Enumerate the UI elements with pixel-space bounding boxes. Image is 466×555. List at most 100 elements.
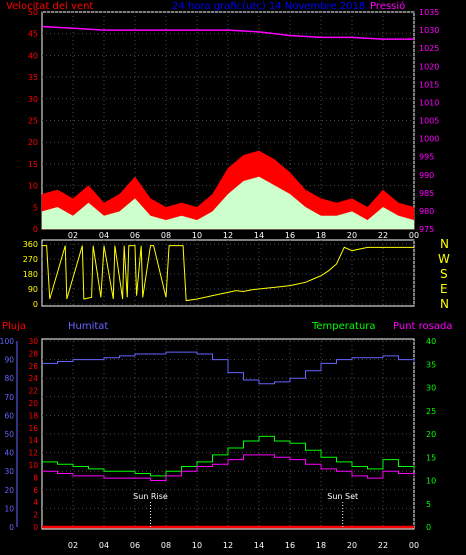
x-tick-top-9: 20 [347,231,357,240]
rain-title: Pluja [2,321,26,332]
x-tick-top-7: 16 [285,231,295,240]
x-tick-bottom-7: 16 [285,541,295,550]
x-tick-top-8: 18 [316,231,326,240]
x-tick-bottom-10: 22 [378,541,388,550]
y-tick-rain-1: 2 [33,511,38,520]
y-tick-wind-1: 5 [33,203,38,212]
y-tick-hum-20: 100 [0,337,14,346]
y-tick-rain-10: 20 [28,399,38,408]
y-tick-rain-6: 12 [28,449,38,458]
y-tick-pressure-6: 1005 [419,117,439,126]
y-tick-rain-13: 26 [28,362,38,371]
y-tick-rain-11: 22 [28,387,38,396]
wind-direction-series [42,245,414,302]
sun-annotation-0: Sun Rise [133,492,168,501]
pressure-line [41,25,414,40]
axis-labels: 0510152025303540455097598098599099510001… [0,8,439,550]
y-tick-hum-10: 50 [4,430,14,439]
y-tick-rain-3: 6 [33,486,38,495]
y-tick-wind-0: 0 [33,225,38,234]
x-tick-bottom-5: 12 [223,541,233,550]
y-tick-hum-18: 90 [4,356,14,365]
climate-line-2 [42,454,415,481]
y-tick-pressure-5: 1000 [419,135,439,144]
y-tick-rain-0: 0 [33,523,38,532]
y-tick-wind-2: 10 [28,182,38,191]
direction-label-n-top: N [440,237,449,251]
x-tick-bottom-1: 04 [99,541,109,550]
y-tick-temp-7: 35 [426,360,436,369]
y-tick-wind-10: 50 [28,8,38,17]
y-tick-hum-16: 80 [4,374,14,383]
wind-speed-series [41,25,415,230]
x-tick-top-6: 14 [254,231,264,240]
y-tick-dir-3: 270 [23,255,38,264]
wind-speed-title: Velocitat del vent [6,1,93,12]
x-tick-top-10: 22 [378,231,388,240]
x-tick-top-0: 02 [68,231,78,240]
y-tick-pressure-10: 1025 [419,44,439,53]
wind-direction-grid [42,240,415,306]
x-tick-top-11: 00 [409,231,419,240]
y-tick-rain-2: 4 [33,498,38,507]
humidity-title: Humitat [68,321,108,332]
y-tick-hum-4: 20 [4,486,14,495]
y-tick-rain-7: 14 [28,436,38,445]
y-tick-temp-4: 20 [426,430,436,439]
y-tick-temp-2: 10 [426,477,436,486]
y-tick-temp-1: 5 [426,500,431,509]
y-tick-temp-3: 15 [426,453,436,462]
climate-grid [42,340,415,528]
pressure-title: Pressió [370,0,405,12]
y-tick-hum-12: 60 [4,411,14,420]
y-tick-temp-5: 25 [426,407,436,416]
y-tick-dir-2: 180 [23,270,38,279]
x-tick-bottom-8: 18 [316,541,326,550]
y-tick-dir-0: 0 [33,300,38,309]
climate-series: Sun Rise Sun Set [42,351,415,529]
y-tick-hum-8: 40 [4,449,14,458]
x-tick-bottom-0: 02 [68,541,78,550]
direction-line [42,245,414,302]
y-tick-rain-5: 10 [28,461,38,470]
wind-series-1 [41,176,415,230]
y-tick-pressure-7: 1010 [419,98,439,107]
x-tick-top-1: 04 [99,231,109,240]
y-tick-pressure-11: 1030 [419,26,439,35]
y-tick-wind-6: 30 [28,95,38,104]
y-tick-wind-4: 20 [28,138,38,147]
x-tick-top-2: 06 [130,231,140,240]
sun-annotation-1: Sun Set [327,492,358,501]
x-tick-top-3: 08 [161,231,171,240]
x-tick-bottom-3: 08 [161,541,171,550]
y-tick-pressure-2: 985 [419,189,434,198]
y-tick-pressure-8: 1015 [419,80,439,89]
y-tick-wind-8: 40 [28,51,38,60]
direction-label-n-bottom: N [440,297,449,311]
y-tick-rain-12: 24 [28,374,38,383]
y-tick-temp-6: 30 [426,384,436,393]
chart-date-title: 24 hora grafic(utc) 14 Novembre 2018 [172,1,365,12]
y-tick-hum-6: 30 [4,467,14,476]
direction-label-w: W [438,252,450,266]
dew-point-title: Punt rosada [393,321,452,332]
y-tick-temp-8: 40 [426,337,436,346]
y-tick-dir-1: 90 [28,285,38,294]
y-tick-rain-15: 30 [28,337,38,346]
y-tick-dir-4: 360 [23,240,38,249]
y-tick-rain-9: 18 [28,411,38,420]
y-tick-hum-14: 70 [4,393,14,402]
temperature-title: Temperatura [311,321,376,332]
y-tick-pressure-3: 990 [419,171,434,180]
y-tick-hum-2: 10 [4,504,14,513]
wind-speed-grid [42,11,415,230]
x-tick-bottom-6: 14 [254,541,264,550]
y-tick-pressure-12: 1035 [419,8,439,17]
climate-line-1 [42,435,415,477]
y-tick-hum-0: 0 [9,523,14,532]
y-tick-wind-5: 25 [28,117,38,126]
direction-label-e: E [440,282,448,296]
y-tick-pressure-4: 995 [419,153,434,162]
x-tick-bottom-4: 10 [192,541,202,550]
